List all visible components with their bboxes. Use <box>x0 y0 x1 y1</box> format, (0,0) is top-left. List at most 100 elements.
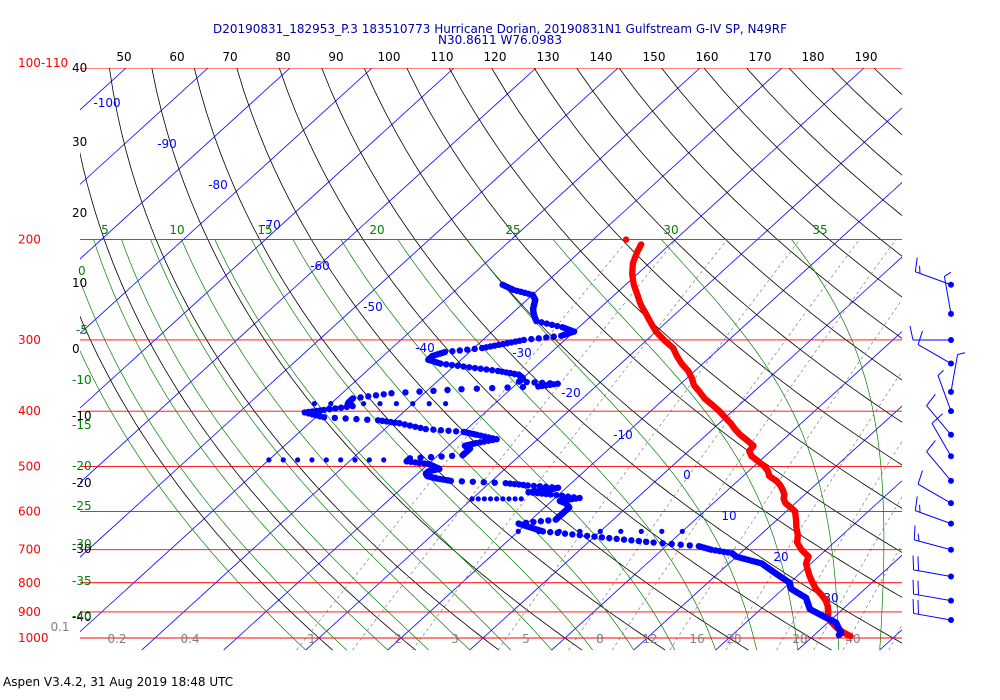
dewpoint-point <box>491 479 498 486</box>
dewpoint-point <box>364 416 371 423</box>
moist-adiabat-line <box>340 239 676 651</box>
dewpoint-point <box>460 363 467 370</box>
dewpoint-point <box>523 378 530 386</box>
wind-barb-flag <box>909 325 914 341</box>
dewpoint-point <box>536 483 544 490</box>
dewpoint-point <box>524 482 531 489</box>
wind-barb-flag <box>912 555 915 570</box>
isotherm-label: 10 <box>721 509 736 523</box>
dewpoint-point <box>547 528 554 536</box>
dry-adiabat-line <box>533 68 902 423</box>
wind-barb-flag <box>917 599 920 615</box>
moist-adiabat-label: 35 <box>812 223 827 237</box>
mixing-ratio-label: 0.2 <box>107 632 126 646</box>
dewpoint-point <box>668 540 675 548</box>
left-theta-label: 20 <box>72 206 87 220</box>
dewpoint-point <box>504 384 511 391</box>
dewpoint-point <box>338 457 344 463</box>
theta-tick-label: 70 <box>222 50 237 64</box>
dewpoint-point <box>412 423 419 430</box>
isotherm-label: 20 <box>773 550 788 564</box>
moist-adiabat-left-label: -40 <box>72 609 92 623</box>
dewpoint-point <box>576 531 583 539</box>
dewpoint-point <box>464 346 471 353</box>
dewpoint-point <box>473 385 481 392</box>
dewpoint-point <box>465 364 473 371</box>
moist-adiabat-left-label: -30 <box>72 537 92 551</box>
dry-adiabat-line <box>873 68 902 96</box>
dewpoint-point <box>454 362 461 369</box>
mixing-ratio-line <box>669 299 902 651</box>
dry-adiabat-line <box>576 68 902 381</box>
isotherm-line <box>879 629 902 651</box>
isotherm-label: -70 <box>261 218 281 232</box>
dewpoint-point <box>410 401 416 407</box>
dewpoint-point <box>406 422 414 429</box>
dry-adiabat-line <box>661 68 902 298</box>
moist-adiabat-label: 10 <box>169 223 184 237</box>
wind-barb <box>912 555 954 580</box>
mixing-ratio-label: 20 <box>726 632 741 646</box>
dewpoint-point <box>361 401 367 407</box>
pressure-tick-label: 1000 <box>18 631 49 645</box>
dewpoint-point <box>553 322 561 330</box>
dewpoint-point <box>458 385 465 393</box>
dry-adiabat-line <box>491 68 902 466</box>
mixing-ratio-line <box>568 239 860 651</box>
mixing-ratio-label: 2 <box>394 632 402 646</box>
wind-barb-staff <box>914 539 952 551</box>
wind-barb <box>926 394 954 438</box>
pressure-tick-label: 700 <box>18 543 41 557</box>
isotherm-label: -20 <box>561 386 581 400</box>
wind-barb-flag <box>913 525 916 540</box>
dewpoint-point <box>481 496 487 502</box>
theta-tick-label: 90 <box>328 50 343 64</box>
wind-barb <box>914 496 954 527</box>
theta-tick-label: 150 <box>643 50 666 64</box>
dewpoint-point <box>515 528 521 534</box>
dewpoint-point <box>456 347 464 354</box>
dewpoint-point <box>530 518 537 526</box>
moist-adiabat-line <box>181 239 511 651</box>
wind-barbs <box>909 257 966 624</box>
dewpoint-point <box>459 452 466 459</box>
dewpoint-point <box>548 321 556 329</box>
isotherm-line <box>633 405 902 651</box>
dewpoint-point <box>494 496 500 502</box>
wind-barb-flag <box>912 599 915 614</box>
dewpoint-point <box>512 496 518 502</box>
mixing-ratio-line <box>939 240 1000 650</box>
dewpoint-point <box>537 518 545 525</box>
dewpoint-point <box>380 391 387 398</box>
isotherm-line <box>80 68 209 185</box>
moist-adiabat-label: 20 <box>369 223 384 237</box>
dewpoint-point <box>635 537 643 545</box>
wind-barb-staff <box>937 375 952 412</box>
dewpoint-point <box>535 383 542 390</box>
wind-barb-staff <box>926 405 952 436</box>
dewpoint-point <box>650 539 657 546</box>
dewpoint-point <box>332 405 339 412</box>
moist-adiabat-line <box>150 239 470 651</box>
theta-tick-label: 100 <box>378 50 401 64</box>
dewpoint-point <box>448 452 456 460</box>
dewpoint-point <box>536 528 542 534</box>
chart-title-line1: D20190831_182953_P.3 183510773 Hurricane… <box>213 22 787 36</box>
wind-barb-staff <box>950 354 959 392</box>
dewpoint-point <box>477 365 484 372</box>
dewpoint-point <box>679 528 685 534</box>
dry-adiabat-line <box>406 68 902 553</box>
dewpoint-point <box>458 478 466 485</box>
wind-barb <box>913 525 954 553</box>
dewpoint-point <box>471 345 478 353</box>
theta-tick-label: 170 <box>749 50 772 64</box>
dewpoint-point <box>659 540 666 547</box>
pressure-tick-label: 600 <box>18 505 41 519</box>
pressure-tick-label: 500 <box>18 459 41 473</box>
dewpoint-point <box>438 453 445 460</box>
dewpoint-point <box>591 533 598 540</box>
theta-tick-label: 110 <box>431 50 454 64</box>
dewpoint-point <box>437 427 445 434</box>
dry-adiabat-line <box>278 68 832 651</box>
